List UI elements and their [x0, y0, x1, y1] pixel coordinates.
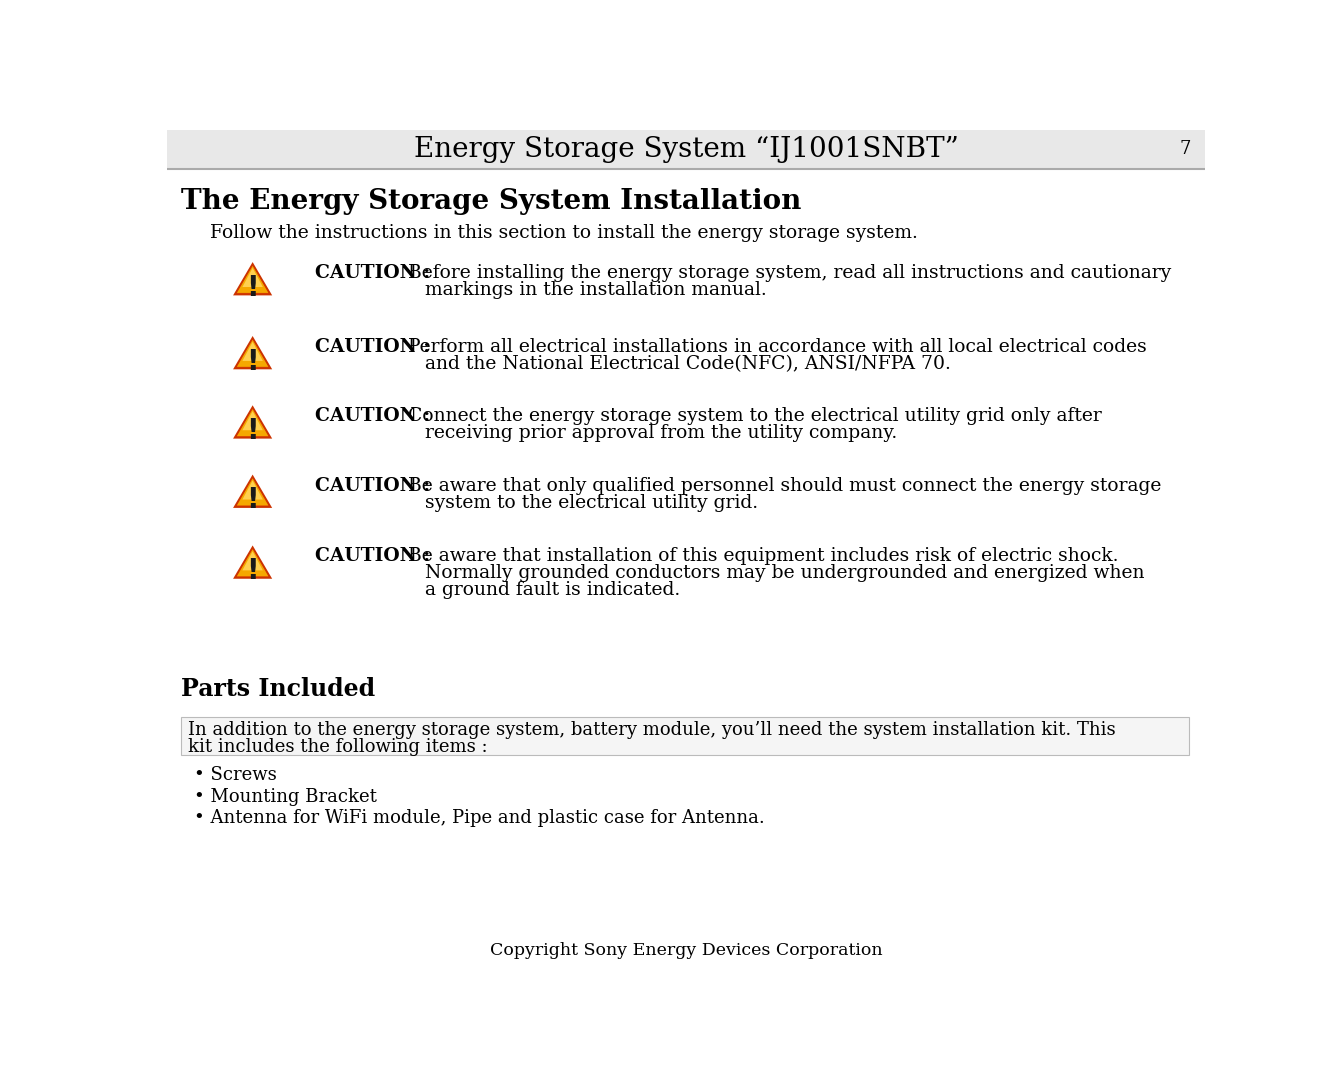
Text: 7: 7	[1180, 140, 1190, 158]
Polygon shape	[242, 480, 262, 500]
Text: !: !	[246, 417, 258, 446]
Text: CAUTION :: CAUTION :	[315, 547, 430, 566]
Text: CAUTION :: CAUTION :	[315, 477, 430, 494]
Text: !: !	[246, 348, 258, 376]
Text: The Energy Storage System Installation: The Energy Storage System Installation	[181, 188, 802, 215]
Text: CAUTION :: CAUTION :	[315, 264, 430, 282]
Polygon shape	[237, 409, 268, 436]
Text: Energy Storage System “IJ1001SNBT”: Energy Storage System “IJ1001SNBT”	[414, 136, 959, 163]
Text: Copyright Sony Energy Devices Corporation: Copyright Sony Energy Devices Corporatio…	[490, 942, 882, 958]
Text: system to the electrical utility grid.: system to the electrical utility grid.	[424, 493, 758, 512]
Polygon shape	[242, 341, 262, 361]
Polygon shape	[237, 266, 268, 293]
Text: • Mounting Bracket: • Mounting Bracket	[194, 788, 378, 805]
Text: !: !	[246, 487, 258, 515]
Text: !: !	[246, 557, 258, 585]
Polygon shape	[242, 552, 262, 570]
Text: !: !	[246, 274, 258, 302]
Text: a ground fault is indicated.: a ground fault is indicated.	[424, 581, 680, 599]
Text: and the National Electrical Code(NFC), ANSI/NFPA 70.: and the National Electrical Code(NFC), A…	[424, 354, 951, 373]
Polygon shape	[234, 477, 270, 507]
Text: Connect the energy storage system to the electrical utility grid only after: Connect the energy storage system to the…	[407, 408, 1102, 425]
Text: Perform all electrical installations in accordance with all local electrical cod: Perform all electrical installations in …	[407, 338, 1146, 356]
Polygon shape	[242, 268, 262, 287]
Text: In addition to the energy storage system, battery module, you’ll need the system: In addition to the energy storage system…	[187, 722, 1115, 739]
Polygon shape	[237, 478, 268, 505]
Polygon shape	[234, 408, 270, 438]
Polygon shape	[237, 339, 268, 366]
Text: markings in the installation manual.: markings in the installation manual.	[424, 281, 766, 299]
Text: Follow the instructions in this section to install the energy storage system.: Follow the instructions in this section …	[210, 224, 917, 242]
Text: • Antenna for WiFi module, Pipe and plastic case for Antenna.: • Antenna for WiFi module, Pipe and plas…	[194, 810, 766, 827]
Polygon shape	[242, 411, 262, 430]
Text: kit includes the following items :: kit includes the following items :	[187, 738, 487, 757]
Polygon shape	[234, 338, 270, 369]
Polygon shape	[237, 550, 268, 577]
Text: Before installing the energy storage system, read all instructions and cautionar: Before installing the energy storage sys…	[407, 264, 1170, 282]
Text: Normally grounded conductors may be undergrounded and energized when: Normally grounded conductors may be unde…	[424, 565, 1144, 582]
Text: Be aware that only qualified personnel should must connect the energy storage: Be aware that only qualified personnel s…	[407, 477, 1161, 494]
Text: Be aware that installation of this equipment includes risk of electric shock.: Be aware that installation of this equip…	[407, 547, 1118, 566]
Text: receiving prior approval from the utility company.: receiving prior approval from the utilit…	[424, 424, 897, 442]
Text: • Screws: • Screws	[194, 766, 277, 784]
FancyBboxPatch shape	[167, 130, 1205, 169]
Text: CAUTION :: CAUTION :	[315, 338, 430, 356]
FancyBboxPatch shape	[181, 717, 1189, 756]
Text: Parts Included: Parts Included	[181, 676, 375, 700]
Text: CAUTION :: CAUTION :	[315, 408, 430, 425]
Polygon shape	[234, 264, 270, 295]
Polygon shape	[234, 547, 270, 578]
